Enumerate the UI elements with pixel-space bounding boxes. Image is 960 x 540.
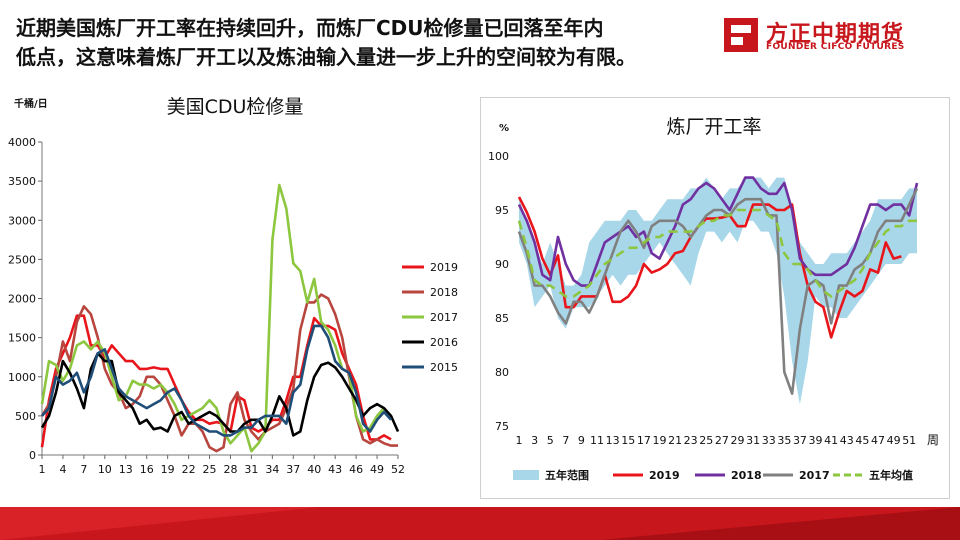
x-tick-label: 17 xyxy=(637,434,651,447)
x-tick-label: 23 xyxy=(684,434,698,447)
band-area-five-year-range xyxy=(519,177,917,405)
legend-label-2017: 2017 xyxy=(430,311,458,324)
x-tick-label: 33 xyxy=(762,434,776,447)
x-tick-label: 19 xyxy=(161,463,175,476)
series-line-2017 xyxy=(40,183,385,453)
x-tick-label: 43 xyxy=(840,434,854,447)
series-line-2018 xyxy=(517,176,919,287)
x-axis-label: 周 xyxy=(927,433,939,447)
series-line-2019 xyxy=(40,314,392,448)
y-tick-label: 500 xyxy=(15,410,36,423)
footer-bar xyxy=(0,507,960,540)
y-tick-label: 85 xyxy=(495,312,509,325)
legend-label-五年均值: 五年均值 xyxy=(869,468,913,482)
series-line-2016 xyxy=(40,351,400,437)
series-line-2019 xyxy=(517,196,902,339)
x-tick-label: 45 xyxy=(855,434,869,447)
headline-line-1: 近期美国炼厂开工率在持续回升，而炼厂CDU检修量已回落至年内 xyxy=(16,16,604,40)
x-tick-label: 19 xyxy=(652,434,666,447)
chart-title: 炼厂开工率 xyxy=(666,116,761,138)
x-tick-label: 39 xyxy=(809,434,823,447)
x-tick-label: 1 xyxy=(516,434,523,447)
x-tick-label: 13 xyxy=(119,463,133,476)
x-tick-label: 27 xyxy=(715,434,729,447)
x-tick-label: 49 xyxy=(887,434,901,447)
legend-label-2016: 2016 xyxy=(430,336,458,349)
y-tick-label: 95 xyxy=(495,204,509,217)
y-tick-label: 1000 xyxy=(8,371,36,384)
x-tick-label: 9 xyxy=(578,434,585,447)
x-tick-label: 3 xyxy=(531,434,538,447)
brand-name-en: FOUNDER CIFCO FUTURES xyxy=(766,42,905,52)
x-tick-label: 16 xyxy=(140,463,154,476)
chart-title: 美国CDU检修量 xyxy=(167,96,304,118)
y-tick-label: 75 xyxy=(495,420,509,433)
x-tick-label: 34 xyxy=(265,463,279,476)
x-tick-label: 51 xyxy=(902,434,916,447)
x-tick-label: 47 xyxy=(871,434,885,447)
x-tick-label: 31 xyxy=(746,434,760,447)
y-tick-label: 80 xyxy=(495,366,509,379)
headline-line-2: 低点，这意味着炼厂开工以及炼油输入量进一步上升的空间较为有限。 xyxy=(16,45,636,69)
x-tick-label: 28 xyxy=(223,463,237,476)
x-tick-label: 5 xyxy=(547,434,554,447)
x-tick-label: 41 xyxy=(824,434,838,447)
legend-label-2017: 2017 xyxy=(799,469,830,482)
brand-name-cn: 方正中期期货 xyxy=(766,22,905,47)
y-tick-label: 2500 xyxy=(8,253,36,266)
x-tick-label: 46 xyxy=(349,463,363,476)
legend-label-2018: 2018 xyxy=(430,286,458,299)
series-line-2015 xyxy=(41,324,392,437)
y-unit-label: % xyxy=(499,123,509,134)
x-tick-label: 11 xyxy=(590,434,604,447)
y-tick-label: 3000 xyxy=(8,214,36,227)
series-line-2017 xyxy=(517,187,919,395)
cdu-maintenance-chart: 美国CDU检修量 千桶/日 0 500 1000 1500 2000 2500 3000 3500… xyxy=(8,96,458,476)
y-unit-label: 千桶/日 xyxy=(14,97,48,110)
x-tick-label: 7 xyxy=(562,434,569,447)
slide-headline: 近期美国炼厂开工率在持续回升，而炼厂CDU检修量已回落至年内 低点，这意味着炼厂… xyxy=(16,14,736,72)
x-tick-label: 10 xyxy=(98,463,112,476)
x-tick-label: 37 xyxy=(793,434,807,447)
legend-label-2018: 2018 xyxy=(731,469,762,482)
x-tick-label: 25 xyxy=(699,434,713,447)
y-tick-label: 2000 xyxy=(8,293,36,306)
x-tick-label: 31 xyxy=(244,463,258,476)
x-tick-label: 13 xyxy=(606,434,620,447)
x-tick-label: 22 xyxy=(182,463,196,476)
y-tick-label: 4000 xyxy=(8,136,36,149)
series-line-2018 xyxy=(40,293,398,453)
y-tick-label: 3500 xyxy=(8,175,36,188)
x-tick-label: 37 xyxy=(286,463,300,476)
x-tick-label: 29 xyxy=(731,434,745,447)
legend-swatch-band xyxy=(513,470,539,480)
x-tick-label: 25 xyxy=(203,463,217,476)
legend-label-band: 五年范围 xyxy=(545,468,589,482)
y-tick-label: 100 xyxy=(488,150,509,163)
x-tick-label: 15 xyxy=(621,434,635,447)
x-tick-label: 1 xyxy=(39,463,46,476)
brand-logo: 方正中期期货 FOUNDER CIFCO FUTURES xyxy=(724,18,944,54)
y-tick-label: 0 xyxy=(29,449,36,462)
x-tick-label: 43 xyxy=(328,463,342,476)
x-tick-label: 49 xyxy=(370,463,384,476)
legend-label-2019: 2019 xyxy=(649,469,680,482)
x-tick-label: 35 xyxy=(777,434,791,447)
x-tick-label: 21 xyxy=(668,434,682,447)
y-tick-label: 90 xyxy=(495,258,509,271)
legend-label-2015: 2015 xyxy=(430,361,458,374)
x-tick-label: 52 xyxy=(391,463,405,476)
series-line-五年均值 xyxy=(517,208,917,298)
legend-label-2019: 2019 xyxy=(430,261,458,274)
x-tick-label: 4 xyxy=(59,463,66,476)
x-tick-label: 40 xyxy=(307,463,321,476)
brand-mark-icon xyxy=(724,18,758,52)
y-tick-label: 1500 xyxy=(8,332,36,345)
x-tick-label: 7 xyxy=(80,463,87,476)
